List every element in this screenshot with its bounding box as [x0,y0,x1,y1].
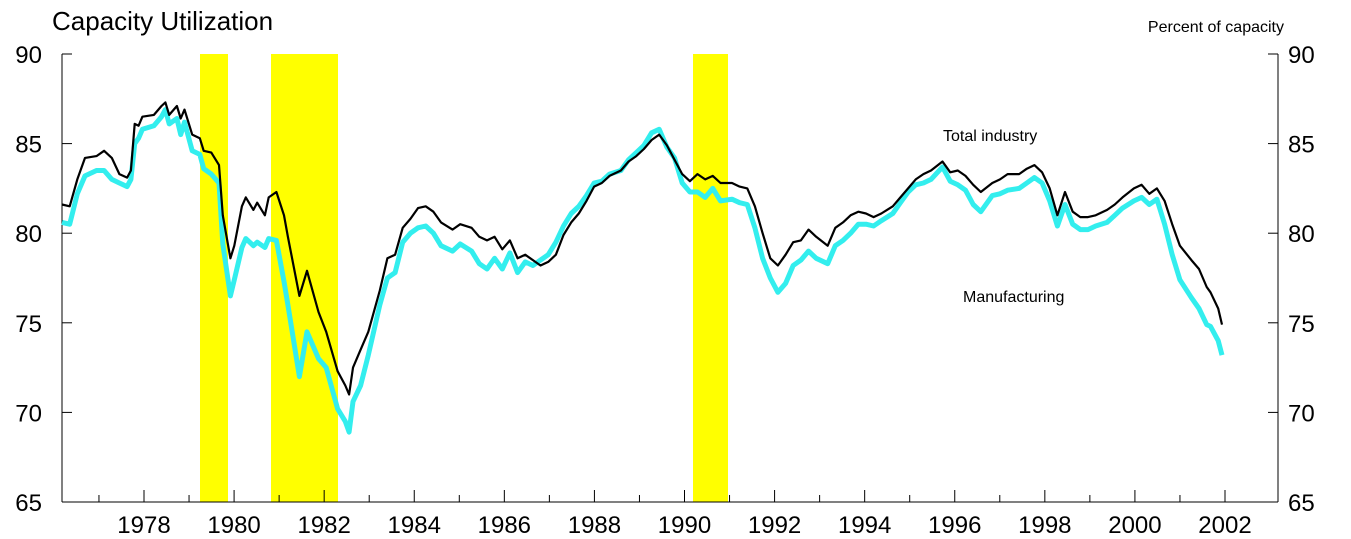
x-tick-label: 1992 [748,512,801,539]
y-tick-label-right: 65 [1288,490,1315,517]
y-tick-label-left: 80 [15,221,42,248]
x-tick-label: 1986 [478,512,531,539]
x-tick-label: 1998 [1018,512,1071,539]
x-tick-label: 1978 [117,512,170,539]
x-tick-label: 1980 [207,512,260,539]
units-label: Percent of capacity [1147,19,1284,36]
y-tick-label-right: 90 [1288,42,1315,69]
recession-band-3 [693,54,728,502]
y-tick-label-right: 75 [1288,311,1315,338]
y-tick-label-left: 65 [15,490,42,517]
series-lines [61,101,1225,435]
left-y-axis: 65 70 75 80 85 90 [15,42,72,517]
label-manufacturing: Manufacturing [963,289,1064,306]
x-tick-label: 1988 [568,512,621,539]
x-tick-label: 1984 [388,512,441,539]
x-tick-label: 2000 [1108,512,1161,539]
x-tick-label: 1996 [928,512,981,539]
x-tick-label: 1994 [838,512,891,539]
chart-title: Capacity Utilization [52,6,274,36]
axes [61,54,1279,503]
y-tick-label-left: 70 [15,400,42,427]
x-tick-label: 1982 [297,512,350,539]
x-tick-label: 2002 [1198,512,1251,539]
label-total-industry: Total industry [943,128,1037,145]
recession-bands [200,54,728,502]
x-axis: 1978 1980 1982 1984 1986 1988 1990 1992 1994 1996… [98,490,1252,539]
total-industry-line [61,101,1224,396]
y-tick-label-right: 70 [1288,400,1315,427]
y-tick-label-left: 90 [15,42,42,69]
y-tick-label-right: 85 [1288,132,1315,159]
right-y-axis: 65 70 75 80 85 90 [1268,42,1315,517]
x-tick-label: 1990 [658,512,711,539]
manufacturing-line [61,107,1225,435]
y-tick-label-left: 85 [15,132,42,159]
y-tick-label-left: 75 [15,311,42,338]
y-tick-label-right: 80 [1288,221,1315,248]
annotations: Total industry Manufacturing [943,128,1064,306]
recession-band-1 [200,54,228,502]
